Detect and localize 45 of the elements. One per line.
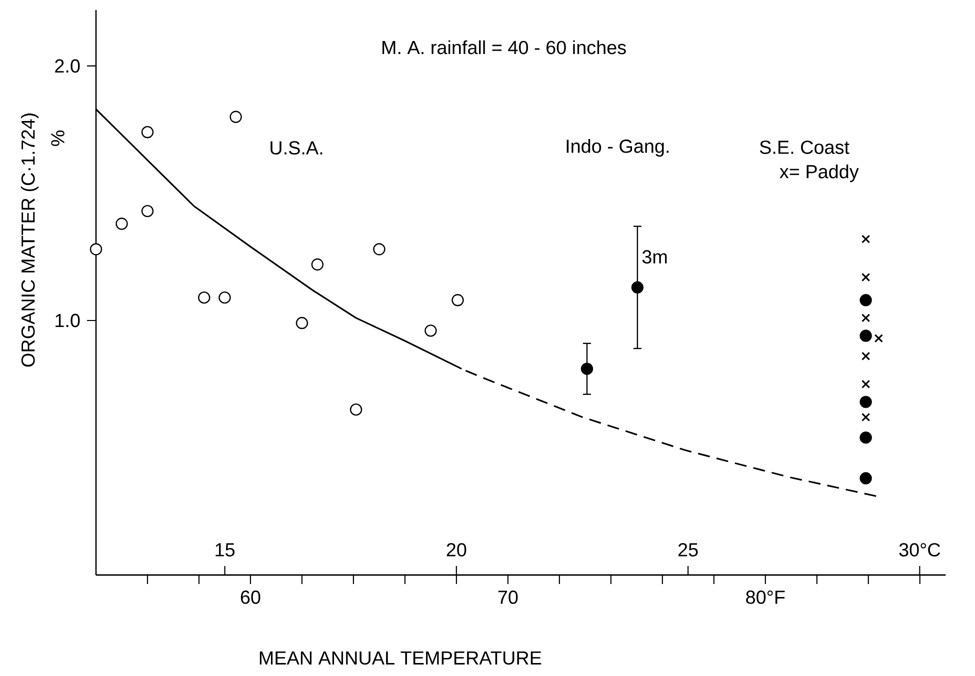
x2-tick-label: 15 [216, 543, 235, 556]
annotation: Indo - Gang. [566, 139, 669, 157]
x-axis-title: MEAN ANNUAL TEMPERATURE [260, 651, 542, 665]
point [631, 281, 644, 294]
point [874, 334, 884, 343]
annotation: S.E. Coast [760, 140, 850, 154]
annotation: U.S.A. [270, 141, 322, 155]
point [373, 243, 386, 256]
point [860, 330, 872, 342]
point [218, 291, 231, 304]
point [350, 403, 362, 416]
point [296, 316, 308, 330]
point [141, 126, 154, 138]
annotation: 3m [642, 250, 667, 264]
y-tick-label: 1.0 [56, 314, 80, 328]
y-tick-label: 2.0 [55, 59, 80, 73]
point [580, 362, 594, 375]
point [860, 431, 872, 444]
point [860, 396, 872, 408]
point [230, 110, 242, 123]
point [861, 380, 870, 388]
y-axis-title: ORGANIC MATTER (C·1.724) [20, 114, 39, 367]
point [424, 324, 437, 337]
x2-tick-label: 30°C [899, 543, 940, 556]
annotation: x= Paddy [780, 164, 859, 182]
point [116, 218, 128, 230]
point [311, 258, 324, 271]
x-tick-label: 80°F [746, 590, 785, 604]
point [861, 234, 870, 244]
text: % [51, 130, 64, 146]
point [861, 352, 870, 360]
point [452, 294, 464, 306]
annotation: M. A. rainfall = 40 - 60 inches [382, 40, 626, 54]
point [198, 291, 210, 304]
point [860, 472, 872, 484]
point [861, 314, 870, 322]
point [141, 204, 154, 218]
x-tick-label: 60 [240, 590, 260, 604]
point [861, 272, 870, 282]
x2-tick-label: 20 [446, 543, 466, 556]
point [860, 294, 872, 306]
point [90, 243, 102, 256]
x-tick-label: 70 [498, 590, 518, 604]
point [861, 412, 870, 422]
x2-tick-label: 25 [678, 543, 698, 556]
